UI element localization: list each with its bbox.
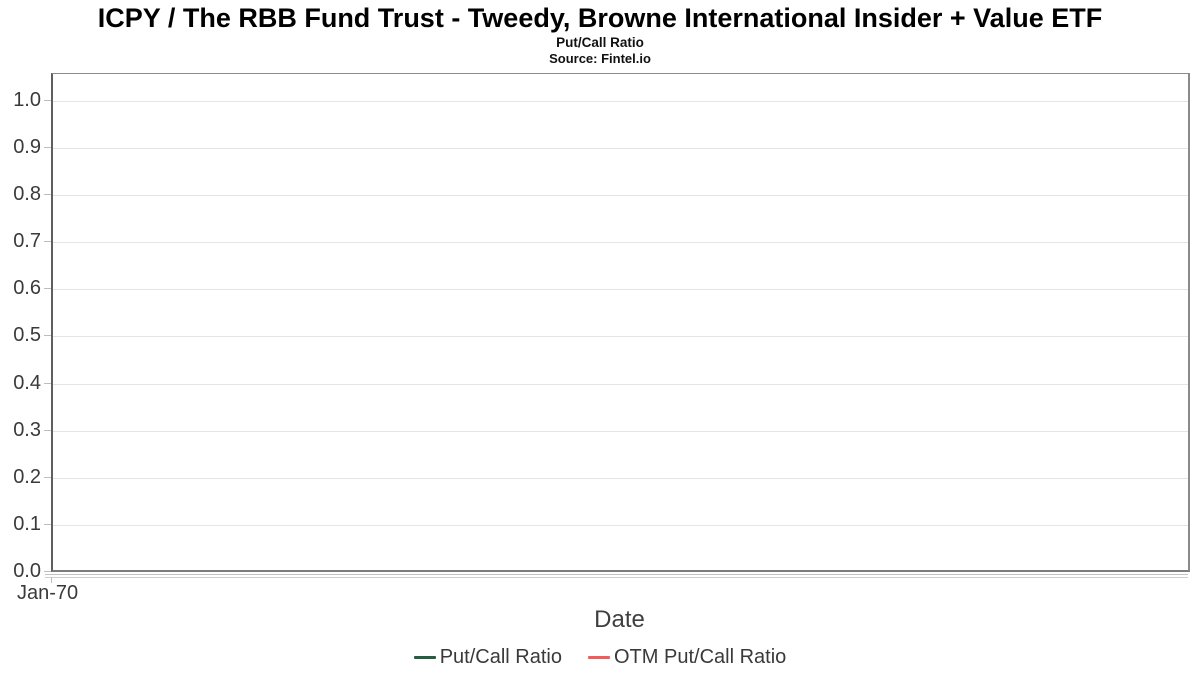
legend-item-put-call-ratio[interactable]: Put/Call Ratio bbox=[413, 646, 562, 669]
gridline-0.3 bbox=[53, 431, 1188, 432]
y-tick-label: 0.6 bbox=[13, 277, 41, 299]
y-tick-label: 0.1 bbox=[13, 513, 41, 535]
chart-title: ICPY / The RBB Fund Trust - Tweedy, Brow… bbox=[97, 3, 1103, 33]
y-tick-label: 1.0 bbox=[13, 89, 41, 111]
y-tick bbox=[44, 524, 51, 525]
x-axis-line bbox=[45, 574, 1188, 578]
y-tick-label: 0.9 bbox=[13, 136, 41, 158]
y-tick bbox=[44, 241, 51, 242]
gridline-1.0 bbox=[53, 101, 1188, 102]
y-tick bbox=[44, 100, 51, 101]
gridline-0.2 bbox=[53, 478, 1188, 479]
y-tick-label: 0.4 bbox=[13, 372, 41, 394]
put-call-series-line-icon bbox=[413, 656, 436, 659]
y-tick bbox=[44, 383, 51, 384]
y-tick bbox=[44, 147, 51, 148]
gridline-0.9 bbox=[53, 148, 1188, 149]
gridline-0.7 bbox=[53, 242, 1188, 243]
y-tick-label: 0.5 bbox=[13, 324, 41, 346]
y-tick-label: 0.7 bbox=[13, 230, 41, 252]
x-axis-title: Date bbox=[594, 606, 645, 633]
y-tick bbox=[44, 477, 51, 478]
y-tick-label: 0.3 bbox=[13, 419, 41, 441]
y-tick bbox=[44, 571, 51, 572]
chart-source: Source: Fintel.io bbox=[549, 51, 651, 66]
gridline-0.6 bbox=[53, 289, 1188, 290]
otm-put-call-series-line-icon bbox=[588, 656, 610, 659]
legend-label: Put/Call Ratio bbox=[439, 646, 562, 668]
y-tick-label: 0.0 bbox=[13, 560, 41, 582]
gridline-0.5 bbox=[53, 336, 1188, 337]
legend: Put/Call Ratio OTM Put/Call Ratio bbox=[0, 646, 1200, 669]
gridline-0.4 bbox=[53, 384, 1188, 385]
x-tick-label: Jan-70 bbox=[17, 582, 79, 604]
y-tick bbox=[44, 335, 51, 336]
legend-item-otm-put-call-ratio[interactable]: OTM Put/Call Ratio bbox=[588, 646, 786, 669]
y-tick-label: 0.8 bbox=[13, 183, 41, 205]
chart-subtitle: Put/Call Ratio bbox=[556, 35, 644, 50]
x-tick bbox=[51, 577, 52, 583]
y-tick bbox=[44, 194, 51, 195]
gridline-0.1 bbox=[53, 525, 1188, 526]
gridline-0.8 bbox=[53, 195, 1188, 196]
legend-label: OTM Put/Call Ratio bbox=[614, 646, 787, 668]
y-tick bbox=[44, 288, 51, 289]
plot-area bbox=[51, 73, 1190, 572]
y-tick bbox=[44, 430, 51, 431]
y-tick-label: 0.2 bbox=[13, 466, 41, 488]
